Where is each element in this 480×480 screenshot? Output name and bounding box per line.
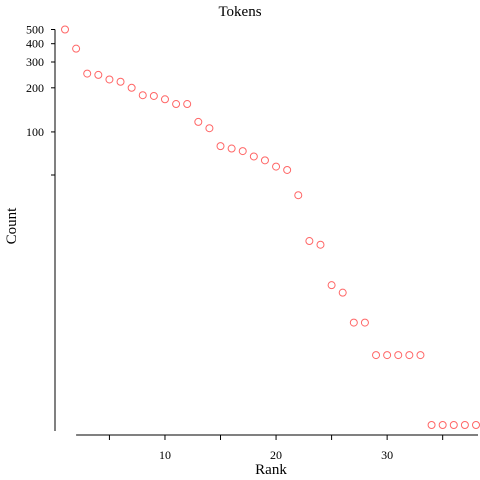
x-tick-label: 30 xyxy=(381,448,393,462)
data-point xyxy=(61,25,69,34)
data-point xyxy=(72,44,81,53)
data-point xyxy=(427,421,436,429)
data-point xyxy=(183,100,192,109)
data-point xyxy=(460,421,469,429)
chart-title: Tokens xyxy=(218,4,261,20)
y-tick-label: 400 xyxy=(26,37,44,51)
data-point xyxy=(105,75,114,84)
data-point xyxy=(205,124,214,133)
data-point xyxy=(305,237,314,246)
data-point xyxy=(138,91,147,100)
y-axis-label: Count xyxy=(4,207,20,245)
x-axis-label: Rank xyxy=(255,462,287,478)
x-tick-label: 10 xyxy=(159,448,171,462)
data-point xyxy=(416,351,425,360)
data-point xyxy=(360,318,369,327)
data-point xyxy=(438,421,447,429)
data-point xyxy=(94,70,103,79)
data-point xyxy=(338,288,347,297)
data-point xyxy=(394,351,403,360)
data-point xyxy=(327,281,336,290)
data-point xyxy=(116,77,125,86)
data-point xyxy=(272,162,281,171)
data-point xyxy=(172,100,181,109)
y-tick-label: 100 xyxy=(26,125,44,139)
data-point xyxy=(260,156,269,165)
data-point xyxy=(472,421,480,429)
data-point xyxy=(83,69,92,78)
data-point xyxy=(283,165,292,174)
data-point xyxy=(249,152,258,161)
data-point xyxy=(349,318,358,327)
y-tick-label: 200 xyxy=(26,81,44,95)
data-point xyxy=(227,144,236,153)
data-point xyxy=(194,117,203,126)
data-point xyxy=(449,421,458,429)
y-tick-label: 500 xyxy=(26,22,44,36)
data-point xyxy=(160,95,169,104)
data-point xyxy=(405,351,414,360)
data-point xyxy=(127,83,136,92)
data-point xyxy=(149,91,158,100)
data-point xyxy=(238,147,247,156)
x-tick-label: 20 xyxy=(270,448,282,462)
data-points xyxy=(61,25,480,429)
data-point xyxy=(383,351,392,360)
data-point xyxy=(372,351,381,360)
data-point xyxy=(316,240,325,249)
y-tick-label: 300 xyxy=(26,55,44,69)
data-point xyxy=(216,142,225,151)
data-point xyxy=(294,191,303,200)
